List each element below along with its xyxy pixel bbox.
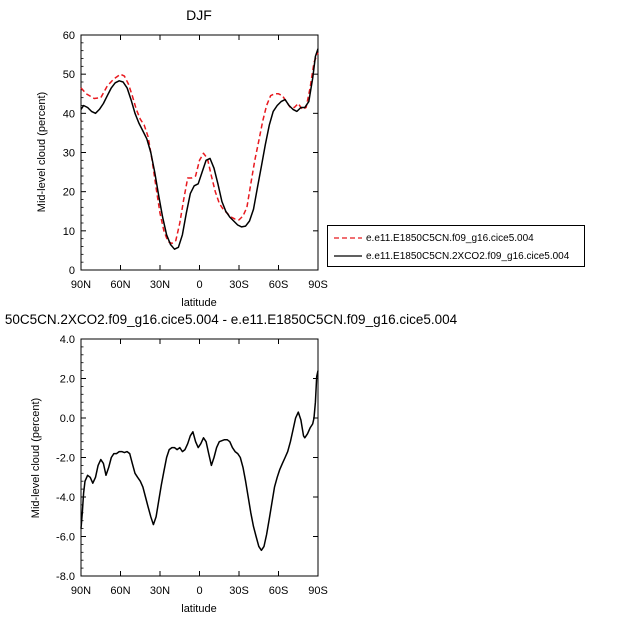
y-tick-label: 60 [63,30,75,42]
x-tick-label: 60N [110,585,130,597]
y-tick-label: 30 [63,148,75,160]
y-tick-label: -8.0 [56,571,75,583]
x-tick-label: 30S [229,585,249,597]
bottom-plot-frame [80,338,319,577]
x-tick-label: 30S [229,279,249,291]
legend-label-2xco2: e.e11.E1850C5CN.2XCO2.f09_g16.cice5.004 [366,250,570,262]
x-tick-label: 60S [269,585,289,597]
y-tick-label: 50 [63,69,75,81]
y-tick-label: -2.0 [56,453,75,465]
bottom-plot-y-label: Mid-level cloud (percent) [30,398,42,518]
x-tick-label: 0 [196,585,202,597]
x-tick-label: 90S [308,585,328,597]
x-tick-label: 30N [150,279,170,291]
x-tick-label: 90N [71,279,91,291]
bottom-plot-series [80,370,319,552]
x-tick-label: 90N [71,585,91,597]
y-tick-label: -4.0 [56,492,75,504]
y-tick-label: 20 [63,187,75,199]
y-tick-label: 4.0 [60,334,75,346]
series-line-0 [80,52,319,245]
y-tick-label: 10 [63,226,75,238]
x-tick-label: 30N [150,585,170,597]
y-tick-label: 0 [69,265,75,277]
y-tick-label: 0.0 [60,413,75,425]
bottom-plot: 50C5CN.2XCO2.f09_g16.cice5.004 - e.e11.E… [5,312,458,615]
top-plot-legend: e.e11.E1850C5CN.f09_g16.cice5.004 e.e11.… [327,225,585,267]
x-tick-label: 0 [196,279,202,291]
y-tick-label: 40 [63,108,75,120]
top-plot-frame [80,34,319,271]
y-tick-label: -6.0 [56,532,75,544]
top-plot-y-label: Mid-level cloud (percent) [36,92,48,212]
bottom-plot-title: 50C5CN.2XCO2.f09_g16.cice5.004 - e.e11.E… [5,312,458,327]
x-tick-label: 60S [269,279,289,291]
x-tick-label: 90S [308,279,328,291]
top-plot-series [80,48,319,250]
top-plot-title: DJF [186,7,212,23]
bottom-plot-x-ticks: 90N 60N 30N 0 30S 60S 90S [71,339,328,597]
top-plot: DJF 0 10 20 30 40 50 60 90N 60N 30N 0 30S 60S 90S la… [36,7,328,309]
series-line-0 [80,370,319,552]
y-tick-label: 2.0 [60,374,75,386]
top-plot-x-label: latitude [181,297,216,309]
legend-entry-control: e.e11.E1850C5CN.f09_g16.cice5.004 [334,231,534,245]
legend-swatch-2xco2 [334,255,362,257]
bottom-plot-x-label: latitude [181,603,216,615]
x-tick-label: 60N [110,279,130,291]
legend-label-control: e.e11.E1850C5CN.f09_g16.cice5.004 [366,232,534,244]
bottom-plot-y-ticks: -8.0 -6.0 -4.0 -2.0 0.0 2.0 4.0 [56,334,318,583]
legend-entry-2xco2: e.e11.E1850C5CN.2XCO2.f09_g16.cice5.004 [334,249,569,263]
series-line-1 [80,48,319,250]
top-plot-x-ticks: 90N 60N 30N 0 30S 60S 90S [71,35,328,291]
legend-swatch-control [334,237,362,239]
top-plot-y-ticks: 0 10 20 30 40 50 60 [63,30,318,277]
